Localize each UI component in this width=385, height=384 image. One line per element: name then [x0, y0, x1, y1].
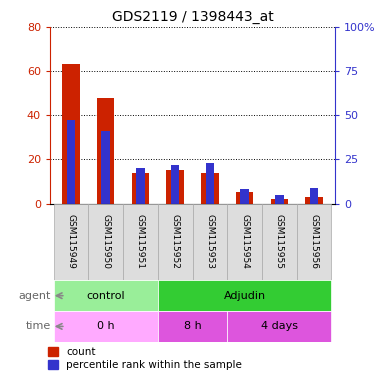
Bar [201, 173, 219, 204]
Bar [54, 280, 158, 311]
Text: 8 h: 8 h [184, 321, 201, 331]
Text: GSM115949: GSM115949 [66, 215, 75, 269]
Bar [132, 173, 149, 204]
Bar [158, 204, 192, 280]
Text: GSM115952: GSM115952 [171, 215, 180, 269]
Bar [275, 195, 284, 204]
Bar [67, 121, 75, 204]
Bar [206, 163, 214, 204]
Text: GSM115953: GSM115953 [205, 214, 214, 270]
Bar [123, 204, 158, 280]
Text: GSM115951: GSM115951 [136, 214, 145, 270]
Bar [271, 199, 288, 204]
Text: GSM115954: GSM115954 [240, 215, 249, 269]
Bar [227, 311, 331, 342]
Bar [62, 65, 80, 204]
Title: GDS2119 / 1398443_at: GDS2119 / 1398443_at [112, 10, 273, 25]
Bar [236, 192, 253, 204]
Bar [97, 98, 114, 204]
Text: GSM115955: GSM115955 [275, 214, 284, 270]
Text: GSM115956: GSM115956 [310, 214, 319, 270]
Bar [88, 204, 123, 280]
Bar [227, 204, 262, 280]
Legend: count, percentile rank within the sample: count, percentile rank within the sample [48, 347, 242, 370]
Text: agent: agent [18, 291, 51, 301]
Bar [262, 204, 297, 280]
Bar [166, 170, 184, 204]
Bar [310, 188, 318, 204]
Bar [54, 204, 88, 280]
Text: 0 h: 0 h [97, 321, 114, 331]
Bar [171, 165, 179, 204]
Bar [297, 204, 331, 280]
Text: Adjudin: Adjudin [224, 291, 266, 301]
Bar [240, 189, 249, 204]
Bar [192, 204, 227, 280]
Text: 4 days: 4 days [261, 321, 298, 331]
Bar [54, 311, 158, 342]
Bar [158, 280, 331, 311]
Bar [136, 168, 145, 204]
Bar [158, 311, 227, 342]
Text: control: control [86, 291, 125, 301]
Bar [101, 131, 110, 204]
Text: time: time [25, 321, 51, 331]
Text: GSM115950: GSM115950 [101, 214, 110, 270]
Bar [305, 197, 323, 204]
